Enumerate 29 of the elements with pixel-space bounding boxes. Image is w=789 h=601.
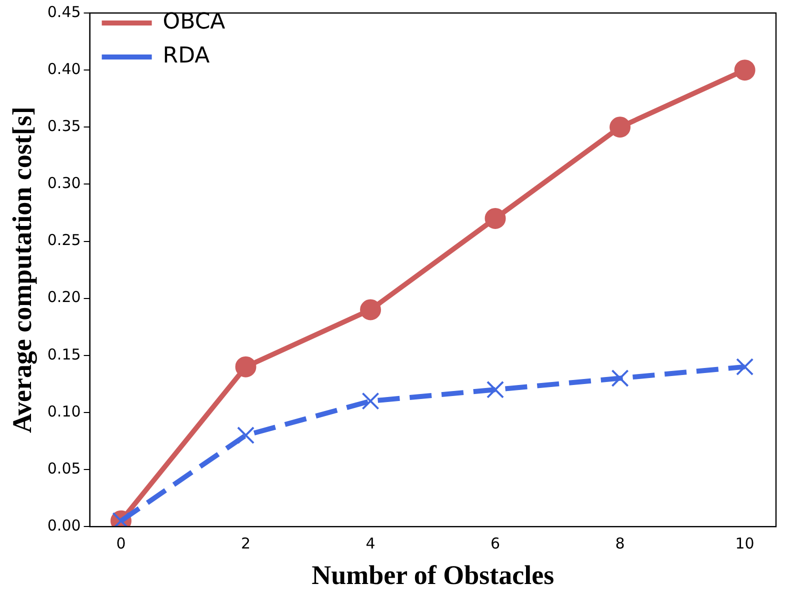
- y-tick-label: 0.05: [47, 459, 81, 478]
- y-tick-label: 0.00: [47, 516, 81, 534]
- point: [236, 426, 255, 444]
- y-tick-label: 0.20: [47, 288, 81, 306]
- x-tick-label: 2: [240, 534, 251, 552]
- point: [362, 392, 380, 410]
- x-tick-label: 10: [735, 534, 754, 552]
- y-tick-label: 0.25: [47, 231, 81, 250]
- point: [610, 116, 631, 138]
- point: [734, 60, 756, 81]
- y-axis-title: Average computation cost[s]: [7, 106, 38, 434]
- y-tick-label: 0.15: [47, 345, 81, 364]
- point: [235, 356, 256, 378]
- x-tick-label: 8: [615, 534, 625, 552]
- y-tick-label: 0.45: [47, 2, 81, 21]
- point: [486, 380, 504, 398]
- legend-label: RDA: [162, 44, 210, 69]
- point: [736, 358, 754, 376]
- x-tick-label: 6: [490, 534, 500, 552]
- y-tick-label: 0.40: [47, 60, 81, 78]
- x-tick-label: 4: [366, 534, 376, 552]
- point: [484, 208, 506, 229]
- x-tick-label: 0: [116, 534, 126, 552]
- point: [360, 299, 382, 320]
- y-tick-label: 0.30: [47, 174, 81, 192]
- point: [611, 369, 629, 388]
- y-tick-label: 0.10: [47, 402, 81, 420]
- x-axis-title: Number of Obstacles: [312, 560, 554, 590]
- y-tick-label: 0.35: [47, 117, 81, 136]
